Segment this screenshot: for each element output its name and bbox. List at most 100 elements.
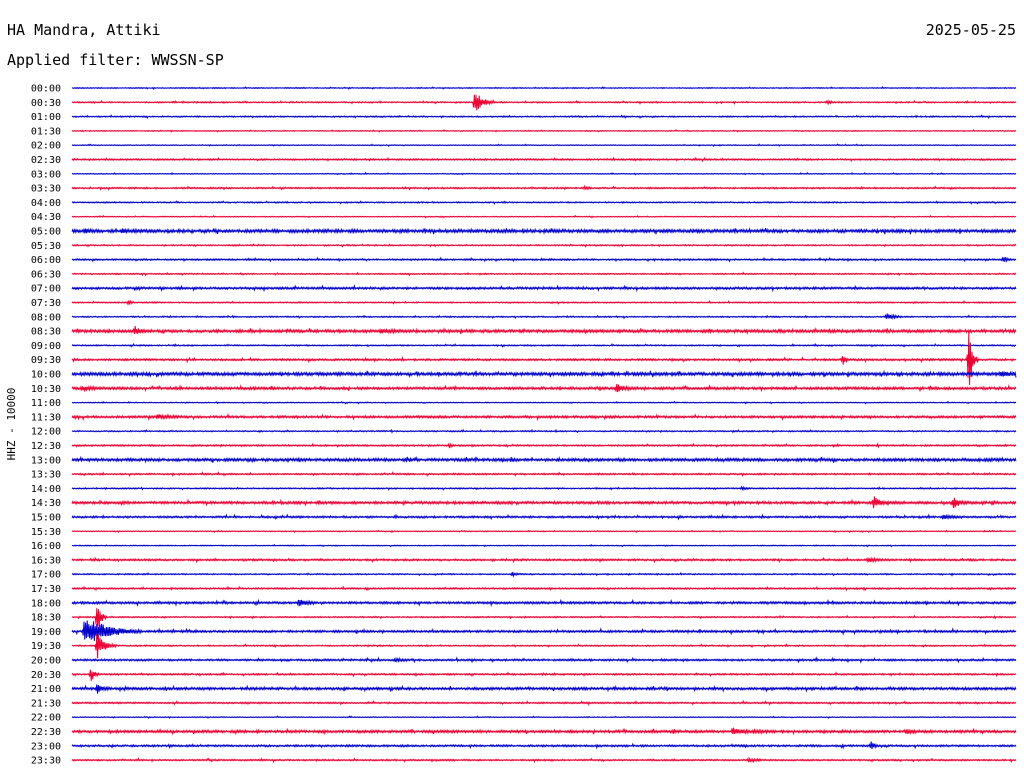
trace-0030 <box>71 94 1017 111</box>
time-label: 06:30 <box>31 269 61 280</box>
time-label: 13:00 <box>31 455 61 466</box>
time-label: 00:00 <box>31 84 61 95</box>
trace-0330 <box>71 184 1017 191</box>
trace-0530 <box>71 243 1017 248</box>
time-label: 05:00 <box>31 227 61 238</box>
y-axis-label: HHZ - 10000 <box>5 388 18 461</box>
trace-1300 <box>71 455 1017 464</box>
trace-0100 <box>71 114 1017 119</box>
trace-2230 <box>71 727 1017 736</box>
trace-1200 <box>71 428 1017 434</box>
time-label: 01:30 <box>31 126 61 137</box>
time-label: 04:30 <box>31 212 61 223</box>
trace-2200 <box>71 715 1017 720</box>
trace-0700 <box>71 284 1017 293</box>
time-label: 08:30 <box>31 327 61 338</box>
trace-0900 <box>71 342 1017 348</box>
time-label: 23:00 <box>31 741 61 752</box>
time-label: 16:30 <box>31 555 61 566</box>
trace-1700 <box>71 571 1017 578</box>
trace-1130 <box>71 412 1017 422</box>
trace-2100 <box>71 684 1017 694</box>
trace-0400 <box>71 200 1017 205</box>
time-label: 12:00 <box>31 427 61 438</box>
time-label: 09:30 <box>31 355 61 366</box>
time-label: 11:30 <box>31 412 61 423</box>
trace-1600 <box>71 543 1017 548</box>
trace-0300 <box>71 171 1017 176</box>
time-label: 21:00 <box>31 684 61 695</box>
time-label: 05:30 <box>31 241 61 252</box>
trace-2300 <box>71 741 1017 750</box>
time-label: 12:30 <box>31 441 61 452</box>
trace-1530 <box>71 529 1017 534</box>
time-label: 20:30 <box>31 670 61 681</box>
time-label: 19:30 <box>31 641 61 652</box>
trace-1100 <box>71 400 1017 405</box>
time-label: 06:00 <box>31 255 61 266</box>
trace-1000 <box>71 369 1017 379</box>
time-label: 22:00 <box>31 713 61 724</box>
time-label: 20:00 <box>31 656 61 667</box>
time-label: 23:30 <box>31 756 61 767</box>
time-label: 13:30 <box>31 470 61 481</box>
trace-1730 <box>71 585 1017 592</box>
time-label: 18:30 <box>31 613 61 624</box>
time-label: 08:00 <box>31 312 61 323</box>
trace-1500 <box>71 513 1017 521</box>
trace-0830 <box>71 326 1017 336</box>
time-label: 15:00 <box>31 513 61 524</box>
time-label: 16:00 <box>31 541 61 552</box>
time-label: 10:30 <box>31 384 61 395</box>
time-label: 18:00 <box>31 598 61 609</box>
trace-0230 <box>71 156 1017 163</box>
time-label: 04:00 <box>31 198 61 209</box>
trace-0130 <box>71 128 1017 133</box>
trace-1830 <box>71 608 1017 628</box>
time-label: 09:00 <box>31 341 61 352</box>
time-label: 15:30 <box>31 527 61 538</box>
trace-0930 <box>71 330 1017 386</box>
trace-2130 <box>71 699 1017 706</box>
trace-0600 <box>71 256 1017 263</box>
time-label: 19:00 <box>31 627 61 638</box>
trace-1630 <box>71 556 1017 564</box>
time-label: 02:30 <box>31 155 61 166</box>
trace-1930 <box>71 634 1017 659</box>
time-label: 01:00 <box>31 112 61 123</box>
trace-2000 <box>71 656 1017 664</box>
time-label: 17:30 <box>31 584 61 595</box>
trace-1400 <box>71 485 1017 492</box>
time-label: 21:30 <box>31 698 61 709</box>
time-label: 10:00 <box>31 370 61 381</box>
trace-2330 <box>71 756 1017 764</box>
trace-0430 <box>71 214 1017 219</box>
trace-1230 <box>71 442 1017 449</box>
trace-0630 <box>71 271 1017 277</box>
time-label: 11:00 <box>31 398 61 409</box>
filter-label: Applied filter: WWSSN-SP <box>7 51 224 69</box>
trace-1800 <box>71 598 1017 607</box>
time-label: 17:00 <box>31 570 61 581</box>
station-title: HA Mandra, Attiki <box>7 21 161 39</box>
trace-0500 <box>71 227 1017 235</box>
trace-1330 <box>71 471 1017 478</box>
time-label: 03:00 <box>31 169 61 180</box>
time-label: 07:00 <box>31 284 61 295</box>
time-label: 03:30 <box>31 184 61 195</box>
trace-2030 <box>71 669 1017 681</box>
traces <box>71 86 1017 764</box>
trace-0800 <box>71 313 1017 320</box>
time-label: 07:30 <box>31 298 61 309</box>
time-label: 22:30 <box>31 727 61 738</box>
time-label: 00:30 <box>31 98 61 109</box>
trace-0200 <box>71 143 1017 148</box>
time-label: 02:00 <box>31 141 61 152</box>
time-label: 14:00 <box>31 484 61 495</box>
trace-1430 <box>71 496 1017 509</box>
time-label: 14:30 <box>31 498 61 509</box>
trace-0730 <box>71 299 1017 306</box>
trace-1900 <box>71 620 1017 642</box>
date-label: 2025-05-25 <box>925 21 1016 39</box>
